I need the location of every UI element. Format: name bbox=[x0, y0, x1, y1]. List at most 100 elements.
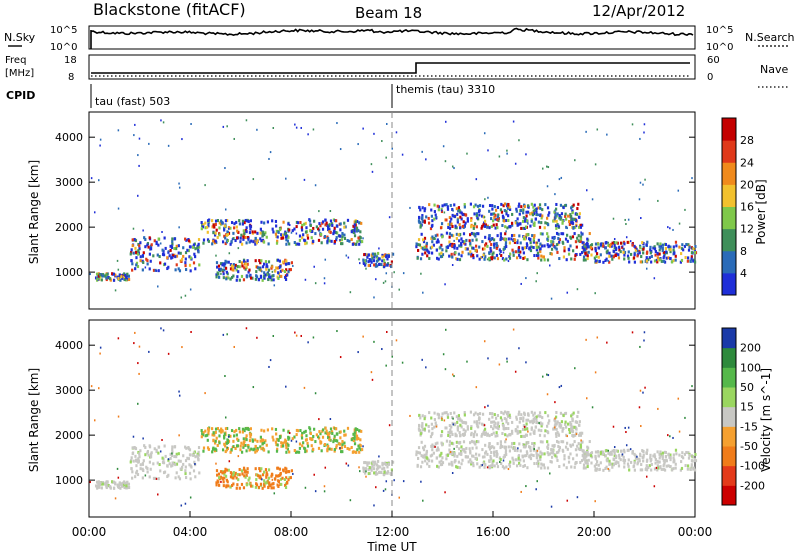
power-cell bbox=[496, 215, 500, 219]
velocity-cell bbox=[481, 412, 485, 416]
velocity-cell bbox=[223, 436, 226, 440]
power-cell bbox=[558, 216, 561, 220]
power-cell bbox=[142, 229, 144, 232]
velocity-cell bbox=[535, 451, 538, 455]
power-cell bbox=[130, 248, 133, 252]
power-cell bbox=[565, 217, 568, 221]
power-cell bbox=[227, 260, 230, 264]
power-cell bbox=[263, 233, 266, 237]
velocity-cell bbox=[657, 407, 659, 410]
power-cell bbox=[450, 244, 454, 248]
velocity-cell bbox=[532, 448, 536, 452]
velocity-cell bbox=[653, 467, 657, 471]
power-cell bbox=[465, 238, 468, 242]
power-cell bbox=[352, 231, 355, 235]
velocity-cell bbox=[246, 427, 249, 431]
power-cell bbox=[418, 243, 422, 247]
power-cell bbox=[244, 218, 247, 222]
velocity-cell bbox=[471, 461, 475, 465]
power-cell bbox=[431, 235, 434, 239]
velocity-cell bbox=[510, 442, 514, 446]
velocity-cell bbox=[333, 449, 336, 453]
power-cell bbox=[553, 236, 556, 240]
power-cell bbox=[437, 205, 441, 209]
power-cell bbox=[232, 231, 235, 235]
colorbar-tick-label: 4 bbox=[740, 267, 747, 280]
power-cell bbox=[270, 278, 273, 282]
power-cell bbox=[683, 244, 687, 248]
power-cell bbox=[371, 170, 374, 173]
velocity-cell bbox=[488, 417, 491, 421]
velocity-cell bbox=[565, 466, 568, 470]
velocity-cell bbox=[202, 431, 205, 435]
velocity-cell bbox=[491, 420, 494, 424]
power-cell bbox=[144, 266, 147, 269]
colorbar-tick-label: 16 bbox=[740, 201, 754, 214]
power-cell bbox=[540, 221, 543, 225]
power-cell bbox=[444, 160, 447, 163]
velocity-cell bbox=[248, 476, 251, 480]
velocity-cell bbox=[594, 467, 597, 471]
velocity-cell bbox=[547, 431, 550, 435]
power-cell bbox=[284, 235, 288, 239]
power-cell bbox=[384, 280, 387, 283]
velocity-cell bbox=[211, 427, 214, 431]
power-cell bbox=[297, 242, 301, 246]
power-cell bbox=[491, 237, 494, 241]
colorbar-segment bbox=[722, 485, 736, 506]
velocity-cell bbox=[328, 432, 331, 436]
velocity-cell bbox=[570, 428, 573, 432]
power-cell bbox=[531, 234, 534, 238]
velocity-cell bbox=[553, 427, 556, 431]
velocity-cell bbox=[204, 434, 207, 438]
power-cell bbox=[341, 242, 344, 246]
power-cell bbox=[645, 243, 648, 247]
velocity-cell bbox=[483, 427, 487, 431]
velocity-cell bbox=[129, 460, 132, 464]
power-cell bbox=[284, 278, 288, 282]
power-cell bbox=[491, 256, 494, 260]
power-cell bbox=[282, 236, 285, 240]
power-cell bbox=[481, 204, 485, 208]
velocity-cell bbox=[508, 449, 511, 453]
velocity-cell bbox=[169, 456, 172, 460]
power-cell bbox=[142, 251, 145, 255]
velocity-cell bbox=[264, 439, 267, 443]
power-cell bbox=[251, 230, 254, 234]
velocity-cell bbox=[370, 466, 373, 470]
power-cell bbox=[386, 257, 389, 261]
velocity-cell bbox=[367, 472, 370, 476]
power-cell bbox=[268, 157, 270, 160]
velocity-cell bbox=[535, 461, 539, 465]
velocity-cell bbox=[433, 411, 436, 415]
power-cell bbox=[491, 207, 494, 211]
power-cell bbox=[596, 128, 599, 131]
velocity-cell bbox=[422, 499, 424, 502]
velocity-cell bbox=[441, 456, 444, 460]
velocity-cell bbox=[661, 457, 664, 461]
velocity-cell bbox=[148, 475, 151, 479]
power-cell bbox=[605, 257, 608, 261]
power-cell bbox=[511, 223, 514, 227]
velocity-cell bbox=[148, 460, 151, 464]
power-cell bbox=[437, 240, 440, 244]
power-cell bbox=[313, 265, 315, 268]
velocity-cell bbox=[275, 437, 278, 441]
velocity-cell bbox=[533, 442, 536, 446]
x-axis-label: Time UT bbox=[366, 540, 417, 554]
velocity-cell bbox=[211, 450, 214, 454]
velocity-cell bbox=[518, 420, 521, 424]
power-cell bbox=[147, 245, 150, 249]
power-cell bbox=[546, 185, 549, 188]
velocity-cell bbox=[153, 447, 156, 451]
power-cell bbox=[617, 256, 621, 260]
velocity-cell bbox=[223, 432, 226, 436]
power-cell bbox=[418, 205, 421, 209]
power-cell bbox=[138, 247, 141, 251]
power-cell bbox=[290, 231, 293, 234]
power-cell bbox=[472, 226, 475, 230]
velocity-cell bbox=[451, 463, 454, 467]
velocity-cell bbox=[221, 448, 225, 452]
velocity-cell bbox=[605, 465, 608, 469]
power-cell bbox=[249, 227, 252, 231]
